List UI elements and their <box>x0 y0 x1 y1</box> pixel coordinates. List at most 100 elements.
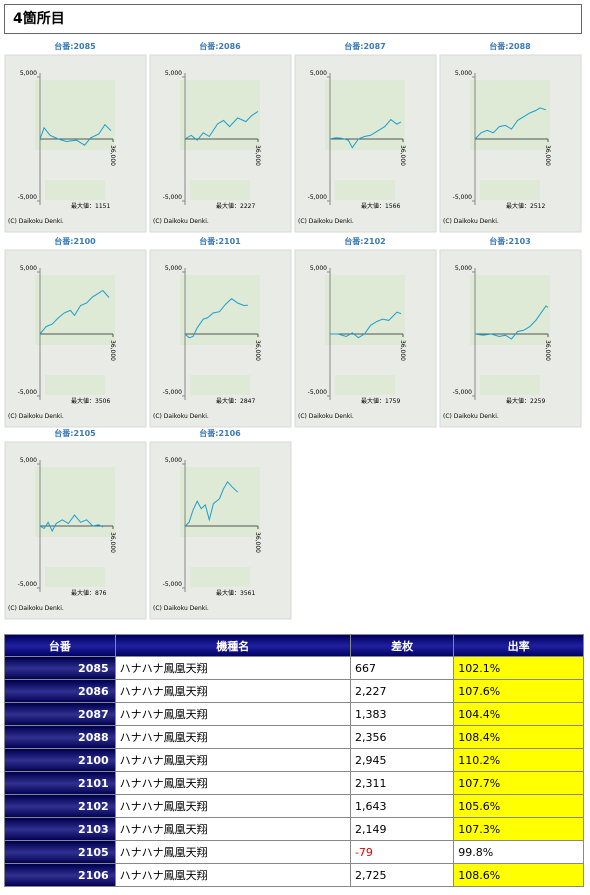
max-value: 最大値：2512 <box>506 202 545 210</box>
chart-title: 台番:2106 <box>199 428 241 438</box>
y-tick-label: -5,000 <box>18 389 38 396</box>
machine-name: ハナハナ鳳凰天翔 <box>114 863 351 887</box>
copyright: (C) Daikoku Denki. <box>443 218 499 225</box>
table-row: 2086 ハナハナ鳳凰天翔 2,227 107.6% <box>4 679 584 703</box>
table-row: 2106 ハナハナ鳳凰天翔 2,725 108.6% <box>4 863 584 887</box>
section-title: 4箇所目 <box>4 4 582 34</box>
table-row: 2105 ハナハナ鳳凰天翔 -79 99.8% <box>4 840 584 864</box>
y-tick-label: 5,000 <box>310 265 327 272</box>
copyright: (C) Daikoku Denki. <box>443 413 499 420</box>
panel-art <box>480 180 540 200</box>
panel-art <box>35 275 115 345</box>
table-row: 2085 ハナハナ鳳凰天翔 667 102.1% <box>4 656 584 680</box>
y-tick-label: -5,000 <box>163 194 183 201</box>
machine-name: ハナハナ鳳凰天翔 <box>114 817 351 841</box>
column-header: 出率 <box>453 634 584 657</box>
data-line <box>329 118 402 149</box>
max-value: 最大値：1759 <box>361 397 400 405</box>
copyright: (C) Daikoku Denki. <box>298 218 354 225</box>
panel-art <box>190 567 250 587</box>
y-tick-label: 5,000 <box>165 265 182 272</box>
max-value: 最大値：876 <box>71 589 107 597</box>
payout-rate: 108.6% <box>453 863 584 887</box>
y-tick-label: 5,000 <box>165 457 182 464</box>
data-line <box>330 311 402 339</box>
panel-art <box>45 375 105 395</box>
payout-rate: 107.7% <box>453 771 584 795</box>
y-tick-label: -5,000 <box>163 389 183 396</box>
y-tick-label: -5,000 <box>18 194 38 201</box>
table-row: 2102 ハナハナ鳳凰天翔 1,643 105.6% <box>4 794 584 818</box>
panel-art <box>190 375 250 395</box>
panel-art <box>35 80 115 150</box>
panel-art <box>180 80 260 150</box>
copyright: (C) Daikoku Denki. <box>8 605 64 612</box>
y-tick-label: 5,000 <box>20 265 37 272</box>
payout-rate: 107.3% <box>453 817 584 841</box>
table-row: 2088 ハナハナ鳳凰天翔 2,356 108.4% <box>4 725 584 749</box>
machine-name: ハナハナ鳳凰天翔 <box>114 748 351 772</box>
copyright: (C) Daikoku Denki. <box>153 218 209 225</box>
machine-id: 2088 <box>4 725 116 749</box>
column-header: 台番 <box>4 634 116 657</box>
coin-diff: 667 <box>349 656 455 680</box>
coin-diff: -79 <box>349 840 455 864</box>
panel-art <box>45 180 105 200</box>
y-tick-label: -5,000 <box>308 389 328 396</box>
panel-art <box>35 467 115 537</box>
payout-rate: 102.1% <box>453 656 584 680</box>
coin-diff: 2,945 <box>349 748 455 772</box>
coin-diff: 2,725 <box>349 863 455 887</box>
chart-title: 台番:2105 <box>54 428 96 438</box>
data-line <box>39 123 112 146</box>
y-tick-label: 5,000 <box>165 70 182 77</box>
y-tick-label: -5,000 <box>453 194 473 201</box>
x-tick-label: 36,000 <box>544 340 551 361</box>
panel-art <box>480 375 540 395</box>
payout-rate: 110.2% <box>453 748 584 772</box>
machine-name: ハナハナ鳳凰天翔 <box>114 679 351 703</box>
x-tick-label: 36,000 <box>109 340 116 361</box>
machine-id: 2085 <box>4 656 116 680</box>
coin-diff: 2,311 <box>349 771 455 795</box>
machine-id: 2106 <box>4 863 116 887</box>
machine-id: 2087 <box>4 702 116 726</box>
machine-id: 2102 <box>4 794 116 818</box>
machine-name: ハナハナ鳳凰天翔 <box>114 656 351 680</box>
data-line <box>184 110 259 141</box>
machine-table: 台番 機種名 差枚 出率 2085 ハナハナ鳳凰天翔 667 102.1% 2086 ハナハナ鳳凰… <box>4 634 584 887</box>
data-line <box>39 289 110 335</box>
machine-id: 2103 <box>4 817 116 841</box>
table-row: 2103 ハナハナ鳳凰天翔 2,149 107.3% <box>4 817 584 841</box>
panel-art <box>45 567 105 587</box>
copyright: (C) Daikoku Denki. <box>298 413 354 420</box>
machine-id: 2101 <box>4 771 116 795</box>
payout-rate: 99.8% <box>453 840 584 864</box>
chart-title: 台番:2100 <box>54 236 96 246</box>
charts: 台番:2085 5,000 -5,000 36,000 最大値：1151 (C) Daik… <box>4 41 582 620</box>
panel-art <box>190 180 250 200</box>
max-value: 最大値：3506 <box>71 397 110 405</box>
max-value: 最大値：2847 <box>216 397 255 405</box>
copyright: (C) Daikoku Denki. <box>8 218 64 225</box>
panel-art <box>180 275 260 345</box>
table-row: 2087 ハナハナ鳳凰天翔 1,383 104.4% <box>4 702 584 726</box>
y-tick-label: -5,000 <box>308 194 328 201</box>
copyright: (C) Daikoku Denki. <box>153 605 209 612</box>
coin-diff: 1,383 <box>349 702 455 726</box>
payout-rate: 105.6% <box>453 794 584 818</box>
chart-title: 台番:2086 <box>199 41 241 51</box>
payout-rate: 104.4% <box>453 702 584 726</box>
data-line <box>39 514 104 533</box>
machine-id: 2100 <box>4 748 116 772</box>
panel-art <box>335 180 395 200</box>
y-tick-label: -5,000 <box>18 581 38 588</box>
machine-name: ハナハナ鳳凰天翔 <box>114 771 351 795</box>
machine-id: 2086 <box>4 679 116 703</box>
copyright: (C) Daikoku Denki. <box>8 413 64 420</box>
data-line <box>184 480 239 527</box>
data-line <box>184 298 248 339</box>
machine-id: 2105 <box>4 840 116 864</box>
x-tick-label: 36,000 <box>399 145 406 166</box>
